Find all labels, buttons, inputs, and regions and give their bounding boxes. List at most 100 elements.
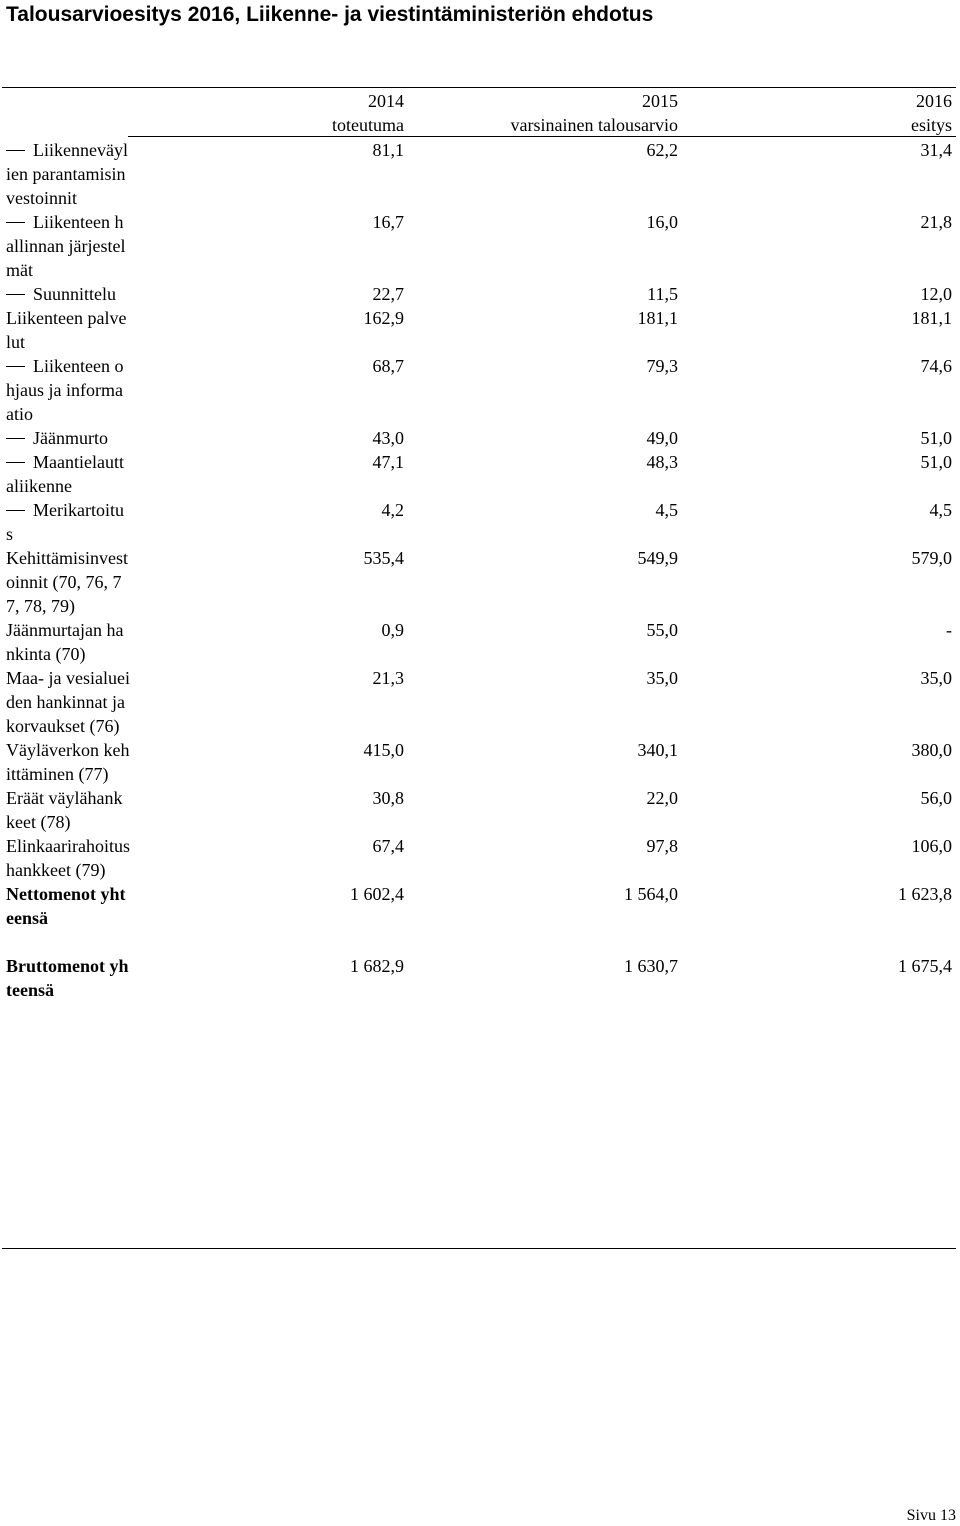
cell-value: 56,0 — [920, 788, 953, 808]
row-label-text: Maantielauttaliikenne — [6, 452, 124, 496]
table-row: Elinkaarirahoitushankkeet (79) 67,4 97,8 10… — [0, 834, 960, 882]
cell-value: 106,0 — [911, 836, 953, 856]
row-label: Eräät väylähankkeet (78) — [0, 786, 130, 834]
dash-icon — [6, 462, 25, 464]
table-bottom-rule — [2, 1248, 956, 1249]
table-row: Väyläverkon kehittäminen (77) 415,0 340,1 3… — [0, 738, 960, 786]
table-row: Jäänmurtajan hankinta (70) 0,9 55,0 - — [0, 618, 960, 666]
row-label-text: Elinkaarirahoitushankkeet (79) — [6, 836, 130, 880]
row-label: Merikartoitus — [0, 498, 130, 546]
row-label: Bruttomenot yhteensä — [0, 954, 130, 1002]
cell-value: 4,5 — [929, 500, 953, 520]
cell-value: 0,9 — [381, 620, 405, 640]
row-label-text: Jäänmurtajan hankinta (70) — [6, 620, 124, 664]
cell-value: 16,0 — [646, 212, 679, 232]
cell-value: - — [946, 620, 952, 640]
column-header-2014: 2014 toteutuma — [124, 89, 404, 137]
dash-icon — [6, 222, 25, 224]
table-row: Liikenteen hallinnan järjestelmät 16,7 16,… — [0, 210, 960, 282]
cell-value: 181,1 — [911, 308, 953, 328]
cell-value: 47,1 — [372, 452, 405, 472]
table-row: Merikartoitus 4,2 4,5 4,5 — [0, 498, 960, 546]
cell-value: 549,9 — [637, 548, 679, 568]
cell-value: 68,7 — [372, 356, 405, 376]
table-row: Suunnittelu 22,7 11,5 12,0 — [0, 282, 960, 306]
cell-value: 340,1 — [637, 740, 679, 760]
row-label-text: Eräät väylähankkeet (78) — [6, 788, 123, 832]
row-label: Jäänmurto — [0, 426, 130, 450]
row-label-text: Bruttomenot yhteensä — [6, 956, 129, 1000]
cell-value: 22,0 — [646, 788, 679, 808]
row-label-text: Liikenteen palvelut — [6, 308, 127, 352]
cell-value: 31,4 — [920, 140, 953, 160]
table-row: Kehittämisinvestoinnit (70, 76, 77, 78, … — [0, 546, 960, 618]
cell-value: 35,0 — [920, 668, 953, 688]
table-row: Bruttomenot yhteensä 1 682,9 1 630,7 1 675,… — [0, 954, 960, 1002]
row-label: Kehittämisinvestoinnit (70, 76, 77, 78, … — [0, 546, 130, 618]
row-label: Liikenteen palvelut — [0, 306, 130, 354]
cell-value: 67,4 — [372, 836, 405, 856]
cell-value: 380,0 — [911, 740, 953, 760]
cell-value: 535,4 — [363, 548, 405, 568]
column-label: varsinainen talousarvio — [510, 115, 678, 135]
cell-value: 1 675,4 — [898, 956, 952, 976]
row-label: Väyläverkon kehittäminen (77) — [0, 738, 130, 786]
cell-value: 1 564,0 — [624, 884, 678, 904]
row-label: Liikenneväylien parantamisinvestoinnit — [0, 138, 130, 210]
row-label-text: Suunnittelu — [33, 284, 117, 304]
cell-value: 51,0 — [920, 452, 953, 472]
header-rule — [128, 136, 956, 137]
page-title: Talousarvioesitys 2016, Liikenne- ja vie… — [6, 3, 654, 26]
row-label-text: Liikenteen hallinnan järjestelmät — [6, 212, 126, 280]
table-row: Eräät väylähankkeet (78) 30,8 22,0 56,0 — [0, 786, 960, 834]
cell-value: 35,0 — [646, 668, 679, 688]
cell-value: 1 630,7 — [624, 956, 678, 976]
row-label: Liikenteen ohjaus ja informaatio — [0, 354, 130, 426]
page-number: Sivu 13 — [906, 1507, 956, 1524]
table-row: Jäänmurto 43,0 49,0 51,0 — [0, 426, 960, 450]
cell-value: 16,7 — [372, 212, 405, 232]
row-label-text: Jäänmurto — [33, 428, 108, 448]
column-label: esitys — [910, 115, 952, 135]
cell-value: 55,0 — [646, 620, 679, 640]
row-label: Nettomenot yhteensä — [0, 882, 130, 930]
row-label: Suunnittelu — [0, 282, 130, 306]
cell-value: 1 623,8 — [898, 884, 952, 904]
table-row: Liikenteen palvelut 162,9 181,1 181,1 — [0, 306, 960, 354]
table-row: Liikenteen ohjaus ja informaatio 68,7 79,3… — [0, 354, 960, 426]
cell-value: 79,3 — [646, 356, 679, 376]
cell-value: 4,5 — [655, 500, 679, 520]
cell-value: 162,9 — [363, 308, 405, 328]
row-label: Liikenteen hallinnan järjestelmät — [0, 210, 130, 282]
dash-icon — [6, 150, 25, 152]
dash-icon — [6, 366, 25, 368]
dash-icon — [6, 294, 25, 296]
cell-value: 415,0 — [363, 740, 405, 760]
cell-value: 48,3 — [646, 452, 679, 472]
column-label: toteutuma — [332, 115, 404, 135]
cell-value: 22,7 — [372, 284, 405, 304]
budget-table: Liikenneväylien parantamisinvestoinnit 81… — [0, 138, 960, 1002]
cell-value: 4,2 — [381, 500, 405, 520]
cell-value: 30,8 — [372, 788, 405, 808]
dash-icon — [6, 510, 25, 512]
row-label-text: Väyläverkon kehittäminen (77) — [6, 740, 130, 784]
row-label: Maa- ja vesialueiden hankinnat ja korvau… — [0, 666, 130, 738]
cell-value: 74,6 — [920, 356, 953, 376]
table-row: Maa- ja vesialueiden hankinnat ja korvau… — [0, 666, 960, 738]
column-header-2016: 2016 esitys — [692, 89, 952, 137]
column-year: 2014 — [368, 91, 404, 111]
row-label: Maantielauttaliikenne — [0, 450, 130, 498]
column-header-2015: 2015 varsinainen talousarvio — [398, 89, 678, 137]
table-row: Nettomenot yhteensä 1 602,4 1 564,0 1 623,8 — [0, 882, 960, 930]
row-label-text: Merikartoitus — [6, 500, 124, 544]
cell-value: 21,8 — [920, 212, 953, 232]
row-label: Elinkaarirahoitushankkeet (79) — [0, 834, 130, 882]
table-row: Liikenneväylien parantamisinvestoinnit 81… — [0, 138, 960, 210]
cell-value: 1 682,9 — [350, 956, 404, 976]
cell-value: 49,0 — [646, 428, 679, 448]
cell-value: 97,8 — [646, 836, 679, 856]
cell-value: 11,5 — [647, 284, 678, 304]
row-label-text: Kehittämisinvestoinnit (70, 76, 77, 78, … — [6, 548, 128, 616]
cell-value: 12,0 — [920, 284, 953, 304]
